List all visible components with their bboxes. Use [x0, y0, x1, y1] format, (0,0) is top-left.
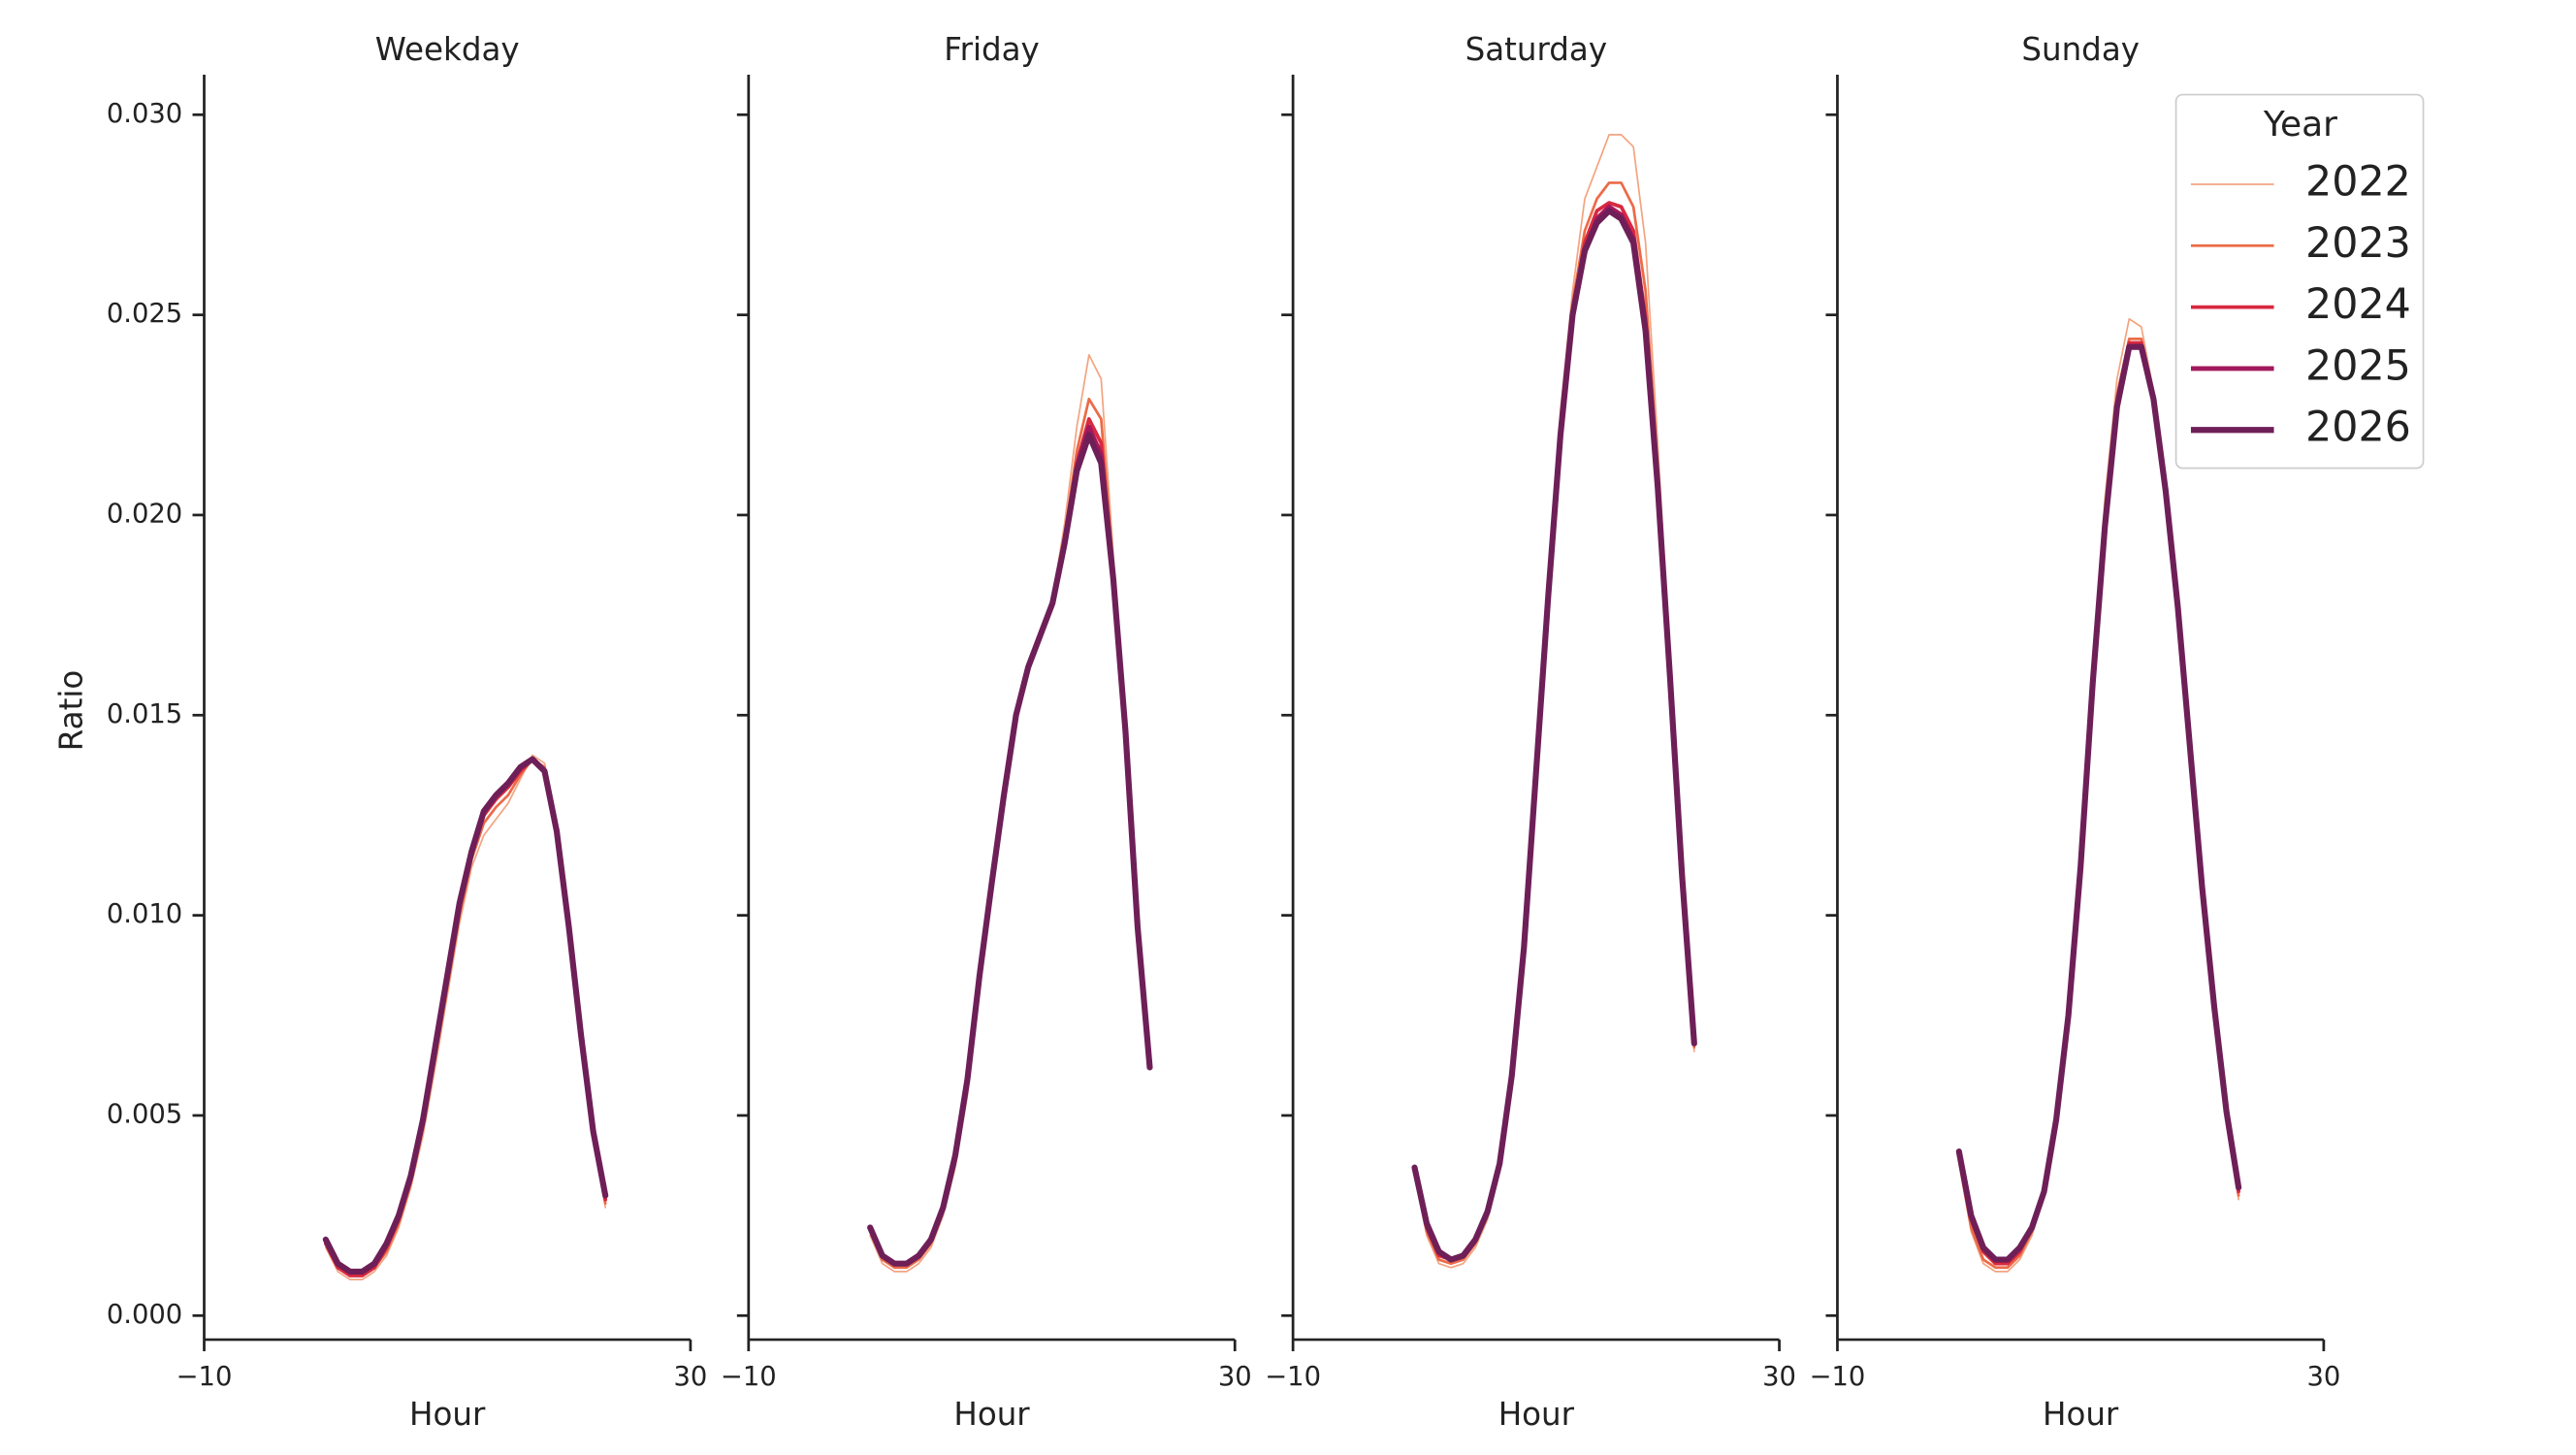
data-line [1411, 208, 1697, 1263]
data-line [322, 756, 609, 1275]
y-tick-label: 0.015 [107, 699, 182, 729]
x-axis-label: Hour [2043, 1396, 2119, 1433]
y-tick-label: 0.000 [107, 1300, 182, 1330]
x-tick-label: −10 [1265, 1362, 1321, 1392]
legend-frame [2174, 93, 2425, 469]
y-tick-label: 0.005 [107, 1099, 182, 1129]
x-axis-label: Hour [953, 1396, 1030, 1433]
x-tick-label: 30 [673, 1362, 707, 1392]
data-line [1955, 343, 2242, 1263]
panel-title: Sunday [2021, 31, 2140, 68]
data-line [867, 432, 1153, 1267]
legend-label: 2022 [2305, 157, 2411, 206]
legend-label: 2024 [2305, 280, 2411, 329]
legend-label: 2026 [2305, 404, 2411, 452]
x-tick-label: −10 [177, 1362, 233, 1392]
panel-title: Saturday [1465, 31, 1607, 68]
y-tick-label: 0.030 [107, 99, 182, 129]
x-tick-label: 30 [2306, 1362, 2340, 1392]
panel-title: Weekday [375, 31, 520, 68]
y-tick-label: 0.025 [107, 299, 182, 329]
legend-title: Year [2263, 105, 2337, 145]
x-tick-label: 30 [1218, 1362, 1252, 1392]
x-axis-label: Hour [409, 1396, 486, 1433]
data-line [324, 754, 607, 1281]
panel-title: Friday [944, 31, 1040, 68]
data-line [323, 757, 608, 1277]
legend-label: 2025 [2305, 341, 2411, 390]
x-axis-label: Hour [1498, 1396, 1575, 1433]
legend: Year 2022 2023 2024 2025 2026 [2174, 93, 2425, 469]
x-tick-label: −10 [721, 1362, 777, 1392]
legend-label: 2023 [2305, 219, 2411, 268]
y-axis-label: Ratio [52, 670, 89, 751]
x-tick-label: 30 [1762, 1362, 1796, 1392]
x-tick-label: −10 [1810, 1362, 1866, 1392]
data-line [323, 757, 608, 1275]
data-line [324, 758, 607, 1277]
data-line [1413, 134, 1695, 1269]
y-tick-label: 0.020 [107, 499, 182, 529]
y-tick-label: 0.010 [107, 899, 182, 929]
